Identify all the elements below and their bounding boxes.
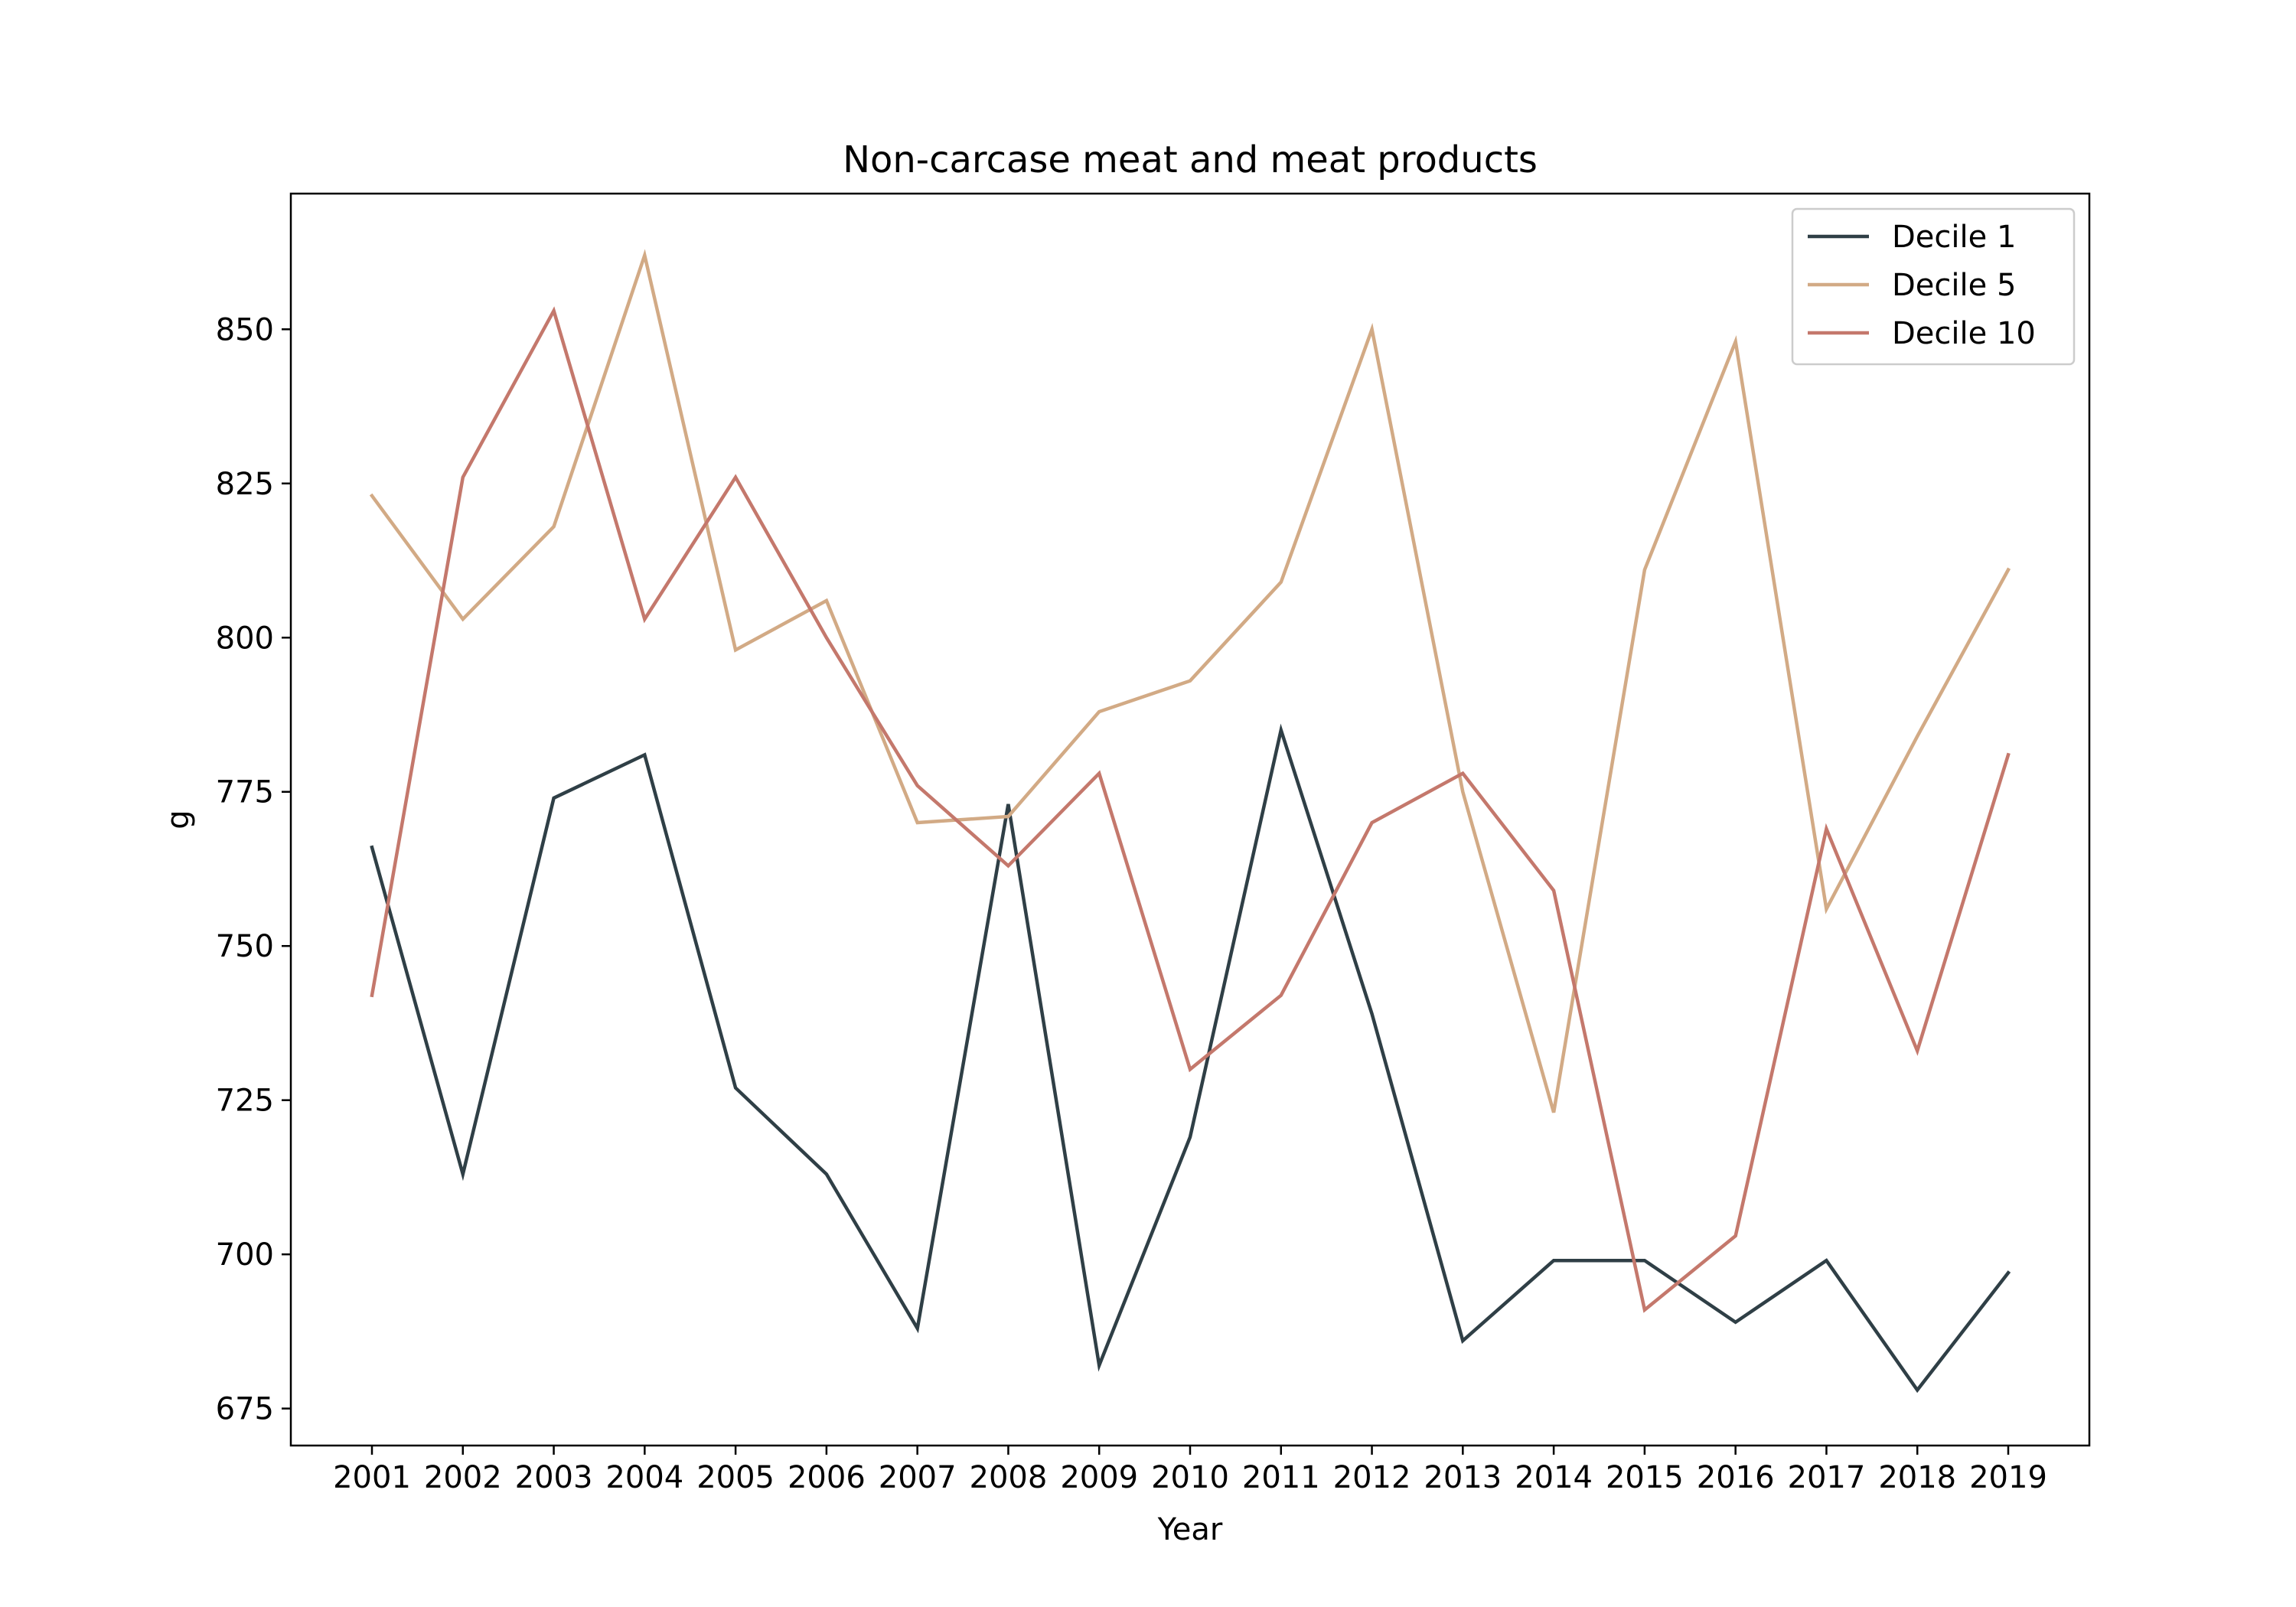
y-tick-label: 700 — [216, 1237, 274, 1273]
x-tick-label: 2013 — [1424, 1460, 1502, 1495]
x-tick-label: 2011 — [1242, 1460, 1320, 1495]
y-tick-label: 750 — [216, 929, 274, 964]
x-tick-label: 2008 — [970, 1460, 1048, 1495]
y-tick-label: 800 — [216, 621, 274, 656]
x-tick-label: 2015 — [1606, 1460, 1684, 1495]
x-tick-label: 2012 — [1333, 1460, 1411, 1495]
x-axis-label: Year — [1157, 1512, 1223, 1547]
x-tick-label: 2001 — [333, 1460, 411, 1495]
series-line-1 — [370, 723, 2011, 1393]
y-tick-label: 850 — [216, 312, 274, 347]
x-tick-label: 2014 — [1515, 1460, 1593, 1495]
x-tick-label: 2005 — [696, 1460, 775, 1495]
series-line-2 — [369, 249, 2011, 1113]
legend-label-1: Decile 1 — [1892, 220, 2016, 255]
chart-title: Non-carcase meat and meat products — [843, 139, 1538, 181]
y-tick-label: 775 — [216, 775, 274, 810]
x-tick-label: 2019 — [1969, 1460, 2047, 1495]
x-tick-label: 2016 — [1697, 1460, 1775, 1495]
series-line-3 — [370, 306, 2011, 1313]
y-tick-label: 675 — [216, 1392, 274, 1427]
x-tick-label: 2002 — [424, 1460, 502, 1495]
series-layer — [369, 249, 2011, 1393]
y-axis-label: g — [161, 810, 196, 829]
legend-label-2: Decile 5 — [1892, 268, 2016, 303]
legend-label-3: Decile 10 — [1892, 316, 2036, 351]
x-tick-label: 2017 — [1788, 1460, 1866, 1495]
legend-box — [1791, 207, 2076, 366]
x-axis: 2001 2002 2003 2004 2005 2006 2007 2008 2009 2010… — [333, 1446, 2047, 1495]
y-axis: 675 700 725 750 775 800 825 850 — [216, 312, 291, 1427]
x-tick-label: 2010 — [1151, 1460, 1229, 1495]
x-tick-label: 2018 — [1878, 1460, 1956, 1495]
x-tick-label: 2007 — [879, 1460, 957, 1495]
y-tick-label: 825 — [216, 467, 274, 502]
legend: Decile 1 Decile 5 Decile 10 — [1791, 207, 2076, 366]
x-tick-label: 2006 — [788, 1460, 866, 1495]
y-tick-label: 725 — [216, 1084, 274, 1119]
x-tick-label: 2004 — [605, 1460, 683, 1495]
x-tick-label: 2009 — [1060, 1460, 1138, 1495]
x-tick-label: 2003 — [515, 1460, 593, 1495]
